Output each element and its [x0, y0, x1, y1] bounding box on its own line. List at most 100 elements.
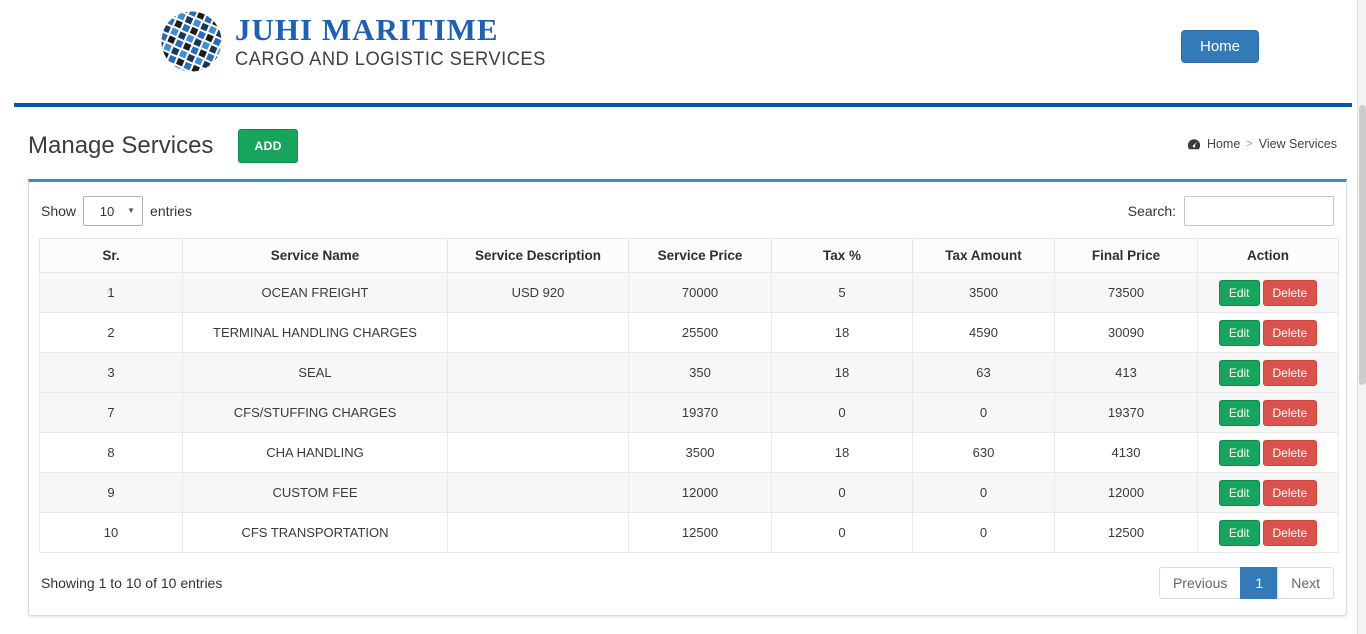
- brand-logo-link[interactable]: JUHI MARITIME CARGO AND LOGISTIC SERVICE…: [160, 10, 566, 73]
- cell-tax-percent: 18: [771, 352, 913, 393]
- cell-action: Edit Delete: [1197, 352, 1339, 393]
- cell-service-description: [447, 512, 629, 553]
- cell-tax-percent: 0: [771, 392, 913, 433]
- cell-final-price: 19370: [1054, 392, 1198, 433]
- cell-tax-amount: 63: [912, 352, 1055, 393]
- cell-action: Edit Delete: [1197, 472, 1339, 513]
- cell-tax-amount: 0: [912, 472, 1055, 513]
- table-row: 3 SEAL 350 18 63 413 Edit Delete: [39, 352, 1339, 393]
- cell-service-price: 3500: [628, 432, 772, 473]
- cell-service-description: [447, 352, 629, 393]
- page-length-select[interactable]: 10 ▼: [83, 196, 144, 226]
- col-header-action[interactable]: Action: [1197, 238, 1339, 273]
- table-header-row: Sr. Service Name Service Description Ser…: [39, 238, 1339, 273]
- entries-label: entries: [150, 203, 193, 219]
- delete-button[interactable]: Delete: [1262, 439, 1318, 466]
- breadcrumb-separator: >: [1246, 138, 1253, 150]
- edit-button[interactable]: Edit: [1218, 439, 1260, 466]
- scrollbar[interactable]: [1357, 0, 1366, 634]
- cell-final-price: 12000: [1054, 472, 1198, 513]
- cell-sr: 1: [39, 272, 183, 313]
- services-table: Sr. Service Name Service Description Ser…: [39, 238, 1339, 553]
- breadcrumb-home-link[interactable]: Home: [1206, 137, 1241, 151]
- dashboard-icon: [1187, 138, 1201, 149]
- table-body: 1 OCEAN FREIGHT USD 920 70000 5 3500 735…: [39, 272, 1339, 553]
- cell-action: Edit Delete: [1197, 312, 1339, 353]
- cell-final-price: 12500: [1054, 512, 1198, 553]
- table-row: 8 CHA HANDLING 3500 18 630 4130 Edit Dele…: [39, 432, 1339, 473]
- cell-service-name: CFS TRANSPORTATION: [182, 512, 448, 553]
- col-header-service-name[interactable]: Service Name: [182, 238, 448, 273]
- main-content: Manage Services ADD Home > View Services…: [0, 125, 1366, 616]
- cell-service-name: TERMINAL HANDLING CHARGES: [182, 312, 448, 353]
- page-title: Manage Services: [28, 132, 214, 159]
- cell-service-price: 70000: [628, 272, 772, 313]
- brand-subtitle: CARGO AND LOGISTIC SERVICES: [235, 47, 546, 70]
- home-button[interactable]: Home: [1180, 30, 1259, 63]
- col-header-service-price[interactable]: Service Price: [628, 238, 772, 273]
- search-input[interactable]: [1184, 196, 1334, 226]
- page-head: Manage Services ADD Home > View Services: [28, 125, 1347, 167]
- cell-tax-amount: 0: [912, 392, 1055, 433]
- cell-service-price: 12000: [628, 472, 772, 513]
- col-header-final-price[interactable]: Final Price: [1054, 238, 1198, 273]
- services-panel: Show 10 ▼ entries Search: Sr. Service: [28, 179, 1347, 616]
- next-page-button[interactable]: Next: [1277, 567, 1334, 599]
- cell-action: Edit Delete: [1197, 512, 1339, 553]
- cell-action: Edit Delete: [1197, 392, 1339, 433]
- cell-service-price: 25500: [628, 312, 772, 353]
- cell-action: Edit Delete: [1197, 272, 1339, 313]
- edit-button[interactable]: Edit: [1218, 399, 1260, 426]
- table-row: 7 CFS/STUFFING CHARGES 19370 0 0 19370 E…: [39, 392, 1339, 433]
- cell-sr: 7: [39, 392, 183, 433]
- delete-button[interactable]: Delete: [1262, 479, 1318, 506]
- cell-tax-amount: 630: [912, 432, 1055, 473]
- delete-button[interactable]: Delete: [1262, 279, 1318, 306]
- globe-logo-icon: [161, 11, 222, 72]
- table-controls: Show 10 ▼ entries Search:: [39, 192, 1336, 226]
- cell-sr: 9: [39, 472, 183, 513]
- previous-page-button[interactable]: Previous: [1158, 567, 1242, 599]
- cell-service-name: CFS/STUFFING CHARGES: [182, 392, 448, 433]
- cell-service-name: CUSTOM FEE: [182, 472, 448, 513]
- cell-final-price: 4130: [1054, 432, 1198, 473]
- chevron-down-icon: ▼: [127, 206, 136, 215]
- cell-sr: 2: [39, 312, 183, 353]
- cell-tax-percent: 0: [771, 512, 913, 553]
- cell-tax-percent: 18: [771, 312, 913, 353]
- breadcrumb: Home > View Services: [1187, 137, 1337, 151]
- edit-button[interactable]: Edit: [1218, 319, 1260, 346]
- cell-tax-percent: 18: [771, 432, 913, 473]
- cell-final-price: 73500: [1054, 272, 1198, 313]
- cell-service-description: [447, 432, 629, 473]
- page-1-button[interactable]: 1: [1240, 567, 1279, 599]
- add-button[interactable]: ADD: [238, 129, 298, 163]
- delete-button[interactable]: Delete: [1262, 319, 1318, 346]
- show-label: Show: [41, 203, 77, 219]
- table-footer: Showing 1 to 10 of 10 entries Previous 1…: [39, 567, 1336, 605]
- table-row: 9 CUSTOM FEE 12000 0 0 12000 Edit Delete: [39, 472, 1339, 513]
- delete-button[interactable]: Delete: [1262, 519, 1318, 546]
- col-header-sr[interactable]: Sr.: [39, 238, 183, 273]
- delete-button[interactable]: Delete: [1262, 359, 1318, 386]
- cell-service-description: [447, 392, 629, 433]
- delete-button[interactable]: Delete: [1262, 399, 1318, 426]
- col-header-tax-percent[interactable]: Tax %: [771, 238, 913, 273]
- page-length-control: Show 10 ▼ entries: [41, 196, 192, 226]
- cell-tax-percent: 5: [771, 272, 913, 313]
- cell-sr: 8: [39, 432, 183, 473]
- col-header-service-description[interactable]: Service Description: [447, 238, 629, 273]
- cell-service-description: USD 920: [447, 272, 629, 313]
- cell-final-price: 413: [1054, 352, 1198, 393]
- cell-sr: 10: [39, 512, 183, 553]
- cell-service-name: SEAL: [182, 352, 448, 393]
- header-divider: [14, 103, 1352, 107]
- edit-button[interactable]: Edit: [1218, 279, 1260, 306]
- col-header-tax-amount[interactable]: Tax Amount: [912, 238, 1055, 273]
- edit-button[interactable]: Edit: [1218, 479, 1260, 506]
- entries-info: Showing 1 to 10 of 10 entries: [41, 575, 223, 591]
- scrollbar-thumb[interactable]: [1359, 105, 1366, 385]
- edit-button[interactable]: Edit: [1218, 359, 1260, 386]
- edit-button[interactable]: Edit: [1218, 519, 1260, 546]
- search-label: Search:: [1127, 203, 1176, 219]
